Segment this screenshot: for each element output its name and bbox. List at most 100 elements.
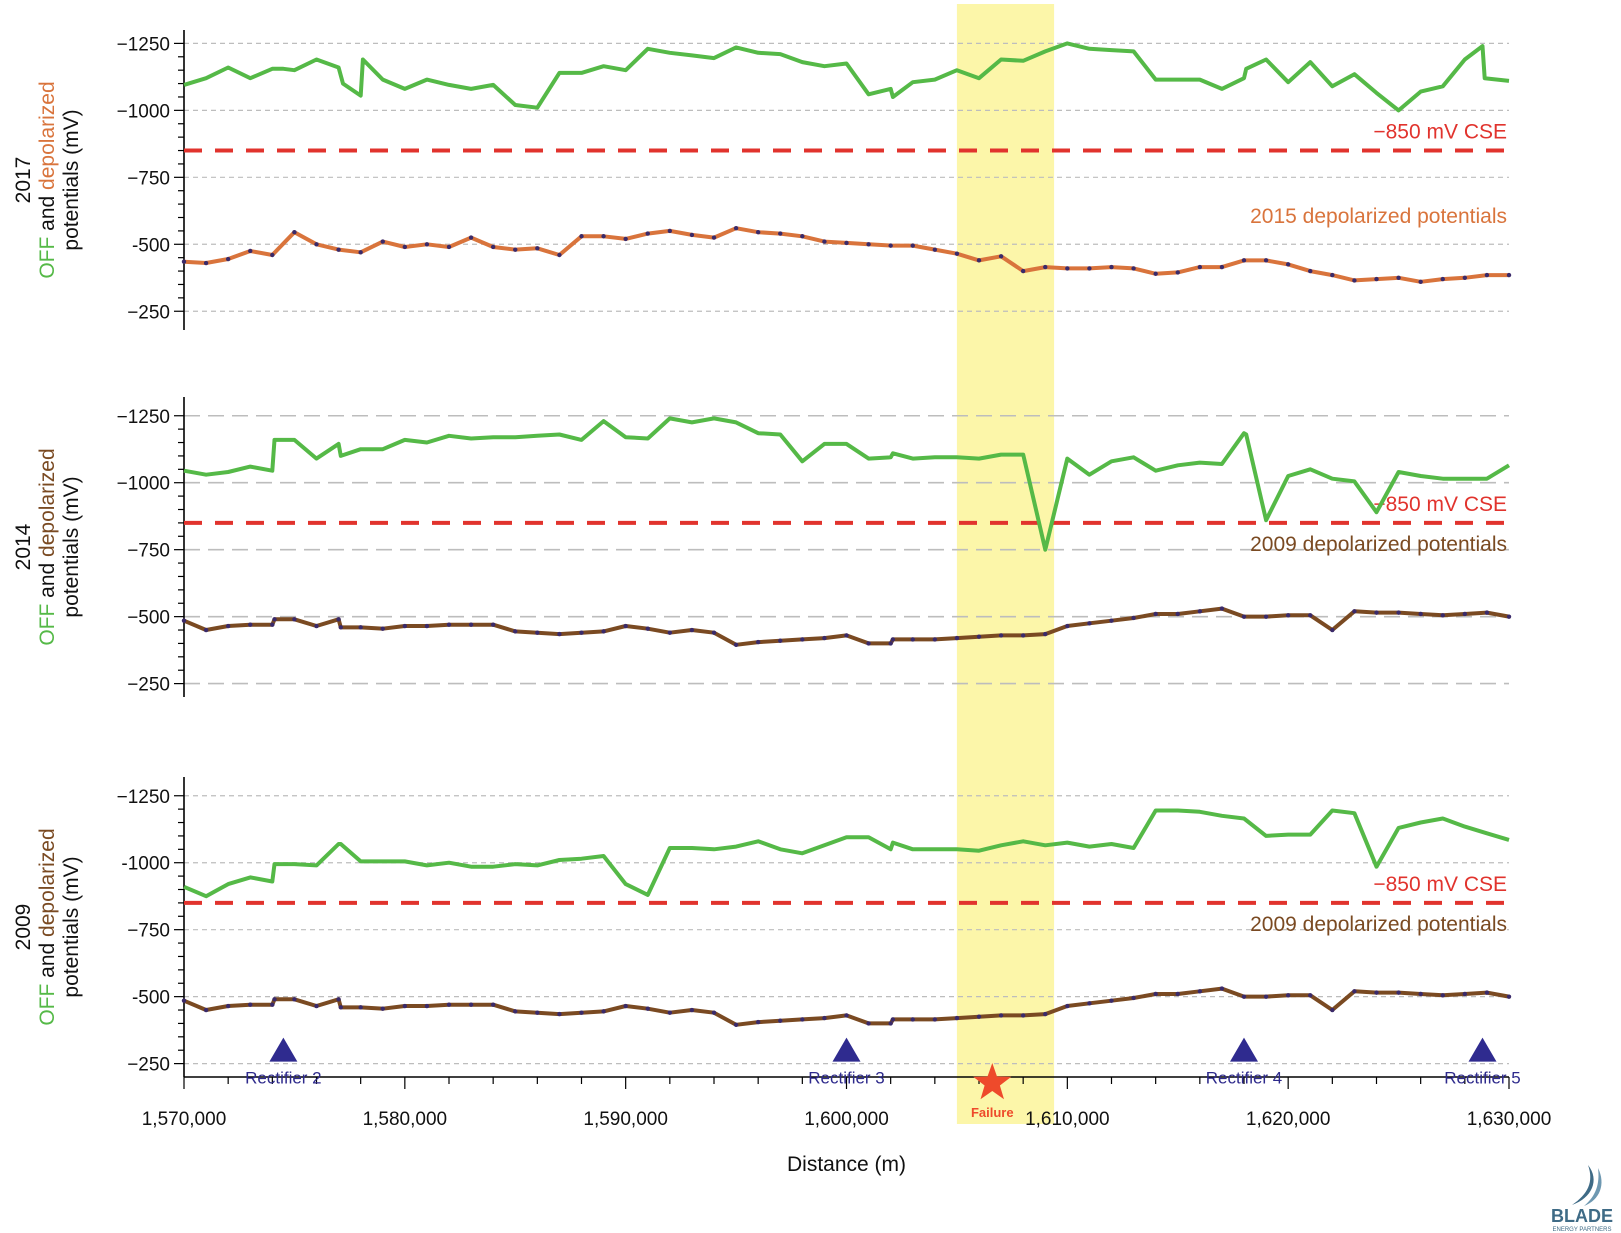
depolarized-point <box>998 254 1004 259</box>
depolarized-point <box>1462 991 1468 997</box>
depolarized-point <box>225 256 231 262</box>
depolarized-point <box>1308 993 1313 998</box>
depolarized-point <box>1197 609 1203 614</box>
depolarized-point <box>1087 621 1092 626</box>
depolarized-point <box>248 1002 253 1007</box>
depolarized-point <box>932 247 938 252</box>
depolarized-point <box>932 637 938 642</box>
depolarized-point <box>490 1002 496 1007</box>
depolarized-point <box>1285 993 1291 998</box>
failure-zone-highlight <box>956 4 1055 1124</box>
y-tick-label: -1000 <box>121 854 170 875</box>
depolarized-point <box>1219 264 1225 270</box>
depolarized-point <box>535 246 540 251</box>
depolarized-point <box>336 617 341 622</box>
depolarized-point <box>800 637 805 642</box>
y-tick-label: −1000 <box>117 474 170 495</box>
depolarized-point <box>998 633 1004 638</box>
depolarized-point <box>1484 990 1490 995</box>
y-axis-title-and: and <box>36 937 59 984</box>
depolarized-point <box>1418 611 1423 617</box>
y-tick-label: −1000 <box>117 101 170 122</box>
depolarized-point <box>1131 615 1136 621</box>
depolarized-point <box>667 630 673 635</box>
depolarized-point <box>1241 994 1247 999</box>
depolarized-point <box>225 623 231 629</box>
rectifier-label: Rectifier 4 <box>1206 1069 1283 1088</box>
depolarized-point <box>446 1002 452 1007</box>
depolarized-point <box>468 235 474 240</box>
depolarized-point <box>778 231 783 236</box>
depolarized-point <box>623 1003 628 1009</box>
y-tick-label: −250 <box>127 302 170 323</box>
y-tick-label: −750 <box>127 921 170 942</box>
depolarized-point <box>292 230 297 235</box>
depolarized-point <box>1175 611 1180 617</box>
depolarized-point <box>380 626 385 631</box>
depolarized-point <box>844 240 849 246</box>
depolarized-point <box>778 1018 783 1023</box>
y-axis-title-legend: OFF and depolarized <box>36 448 59 645</box>
depolarized-point <box>667 228 673 234</box>
depolarized-point <box>424 1003 430 1009</box>
depolarized-point <box>1175 270 1180 275</box>
depolarized-point <box>338 1005 343 1010</box>
depolarized-point <box>1065 623 1070 629</box>
depolarized-point <box>513 1009 518 1014</box>
depolarized-potential-line <box>183 986 1510 1027</box>
depolarized-point <box>579 1010 584 1015</box>
y-axis-title-units: potentials (mV) <box>60 476 83 617</box>
depolarized-point <box>358 625 363 630</box>
x-tick-label: 1,580,000 <box>363 1109 448 1130</box>
depolarized-point <box>800 1017 805 1022</box>
depolarized-point <box>1352 609 1357 614</box>
depolarized-point <box>314 242 319 247</box>
depolarized-point <box>1065 1003 1070 1009</box>
depolarized-point <box>755 639 761 645</box>
y-tick-label: −250 <box>127 675 170 696</box>
off-potential-line <box>183 416 1511 552</box>
depolarized-potential-line <box>183 606 1510 647</box>
depolarized-series-label: 2015 depolarized potentials <box>1250 205 1507 228</box>
x-tick-label: 1,610,000 <box>1025 1109 1110 1130</box>
y-axis-title-legend: OFF and depolarized <box>36 828 59 1025</box>
y-axis-title-units: potentials (mV) <box>60 109 83 250</box>
depolarized-point <box>645 1006 650 1011</box>
depolarized-series-label: 2009 depolarized potentials <box>1250 533 1507 556</box>
depolarized-point <box>755 230 761 235</box>
depolarized-point <box>711 630 717 635</box>
failure-label: Failure <box>971 1105 1014 1120</box>
depolarized-point <box>1020 1013 1026 1018</box>
y-axis-title-units: potentials (mV) <box>60 856 83 997</box>
depolarized-point <box>822 635 827 641</box>
depolarized-point <box>1352 989 1357 994</box>
y-tick-label: −1250 <box>117 34 170 55</box>
depolarized-point <box>490 244 496 250</box>
depolarized-point <box>1153 611 1158 617</box>
depolarized-point <box>338 625 343 630</box>
depolarized-point <box>272 617 277 622</box>
criterion-label: −850 mV CSE <box>1373 873 1507 896</box>
depolarized-point <box>1043 264 1048 270</box>
depolarized-point <box>910 243 915 248</box>
depolarized-point <box>932 1017 938 1022</box>
depolarized-point <box>1285 613 1291 618</box>
x-tick-label: 1,570,000 <box>142 1109 227 1130</box>
depolarized-point <box>1197 989 1203 994</box>
depolarized-point <box>535 630 540 635</box>
depolarized-point <box>1131 995 1136 1001</box>
depolarized-point <box>203 1007 209 1013</box>
y-axis-title-year: 2014 <box>12 523 35 570</box>
depolarized-point <box>1506 994 1512 999</box>
depolarized-point <box>711 1010 717 1015</box>
depolarized-point <box>1087 1001 1092 1006</box>
depolarized-point <box>844 633 849 638</box>
depolarized-point <box>579 234 584 239</box>
depolarized-point <box>468 622 474 627</box>
depolarized-point <box>1065 266 1070 271</box>
depolarized-point <box>402 244 408 250</box>
depolarized-point <box>822 239 827 244</box>
x-axis: 1,570,000 1,580,000 1,590,000 1,600,000 1,61… <box>142 1076 1551 1176</box>
depolarized-point <box>954 251 960 256</box>
depolarized-point <box>336 997 341 1002</box>
